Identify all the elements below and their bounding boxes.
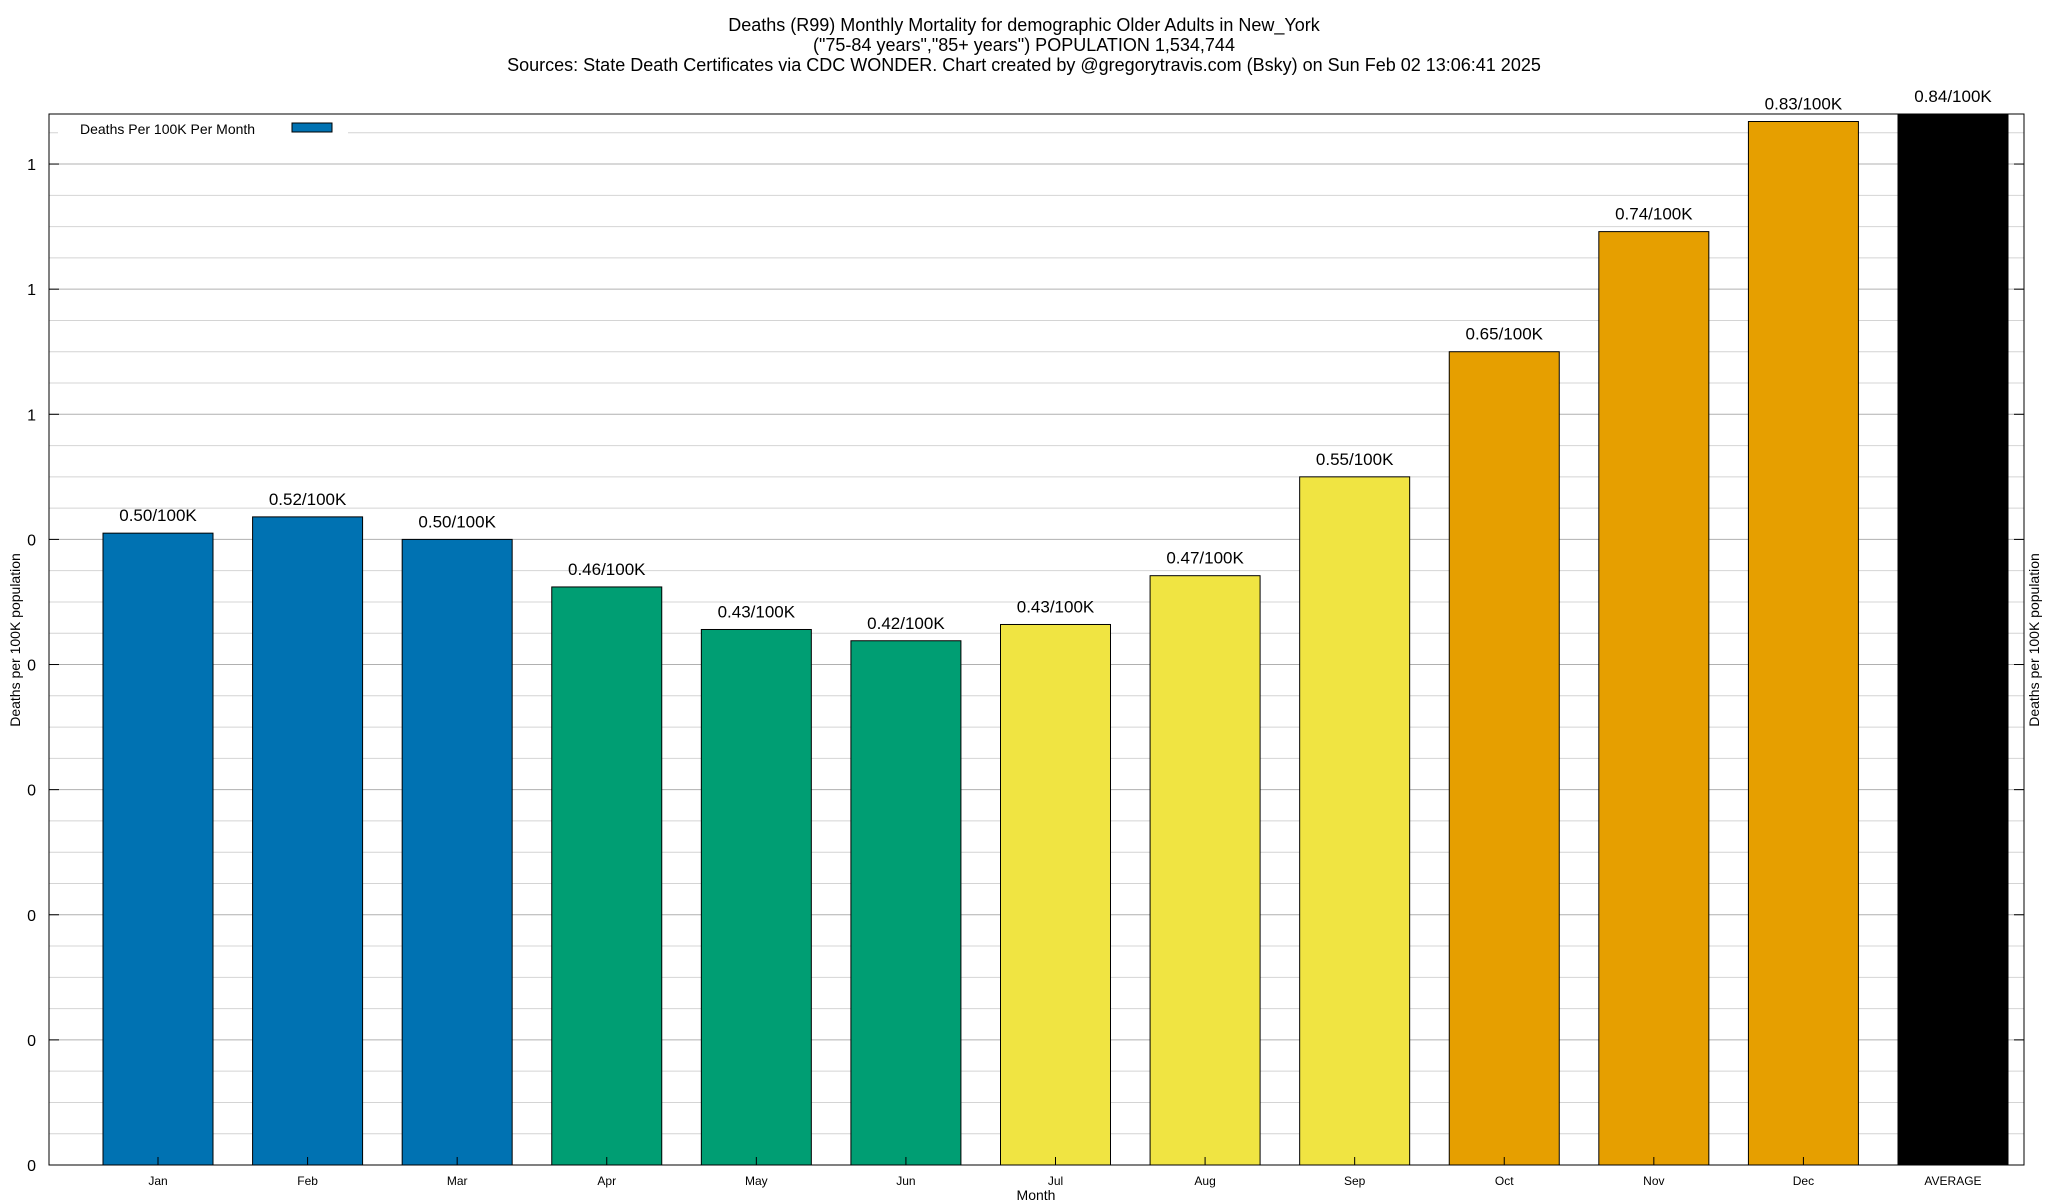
y-axis-ticks: 0 0 0 0 0 0 1 1 1 [27, 157, 2024, 1175]
x-tick-label-sep: Sep [1344, 1174, 1366, 1188]
x-tick-label-nov: Nov [1643, 1174, 1664, 1188]
y-tick-label: 1 [27, 157, 36, 174]
data-label-mar: 0.50/100K [418, 512, 496, 531]
x-tick-label-feb: Feb [297, 1174, 318, 1188]
bar-oct [1448, 351, 1560, 1166]
bar-nov [1598, 231, 1710, 1166]
x-tick-label-oct: Oct [1495, 1174, 1514, 1188]
bar-dec [1747, 121, 1859, 1166]
legend-swatch [291, 122, 333, 133]
bar-feb [252, 516, 364, 1166]
data-label-jun: 0.42/100K [867, 614, 945, 633]
y-tick-label: 0 [27, 783, 36, 800]
y-tick-label: 0 [27, 908, 36, 925]
bar-jan [102, 532, 214, 1166]
y-tick-label: 1 [27, 282, 36, 299]
bar-jul [1000, 623, 1111, 1166]
x-axis-ticks: Jan Feb Mar Apr May Jun Jul Aug Sep Oct Nov Dec AVER… [148, 1157, 1982, 1188]
y-tick-label: 0 [27, 532, 36, 549]
chart-title-line-1: Deaths (R99) Monthly Mortality for demog… [728, 15, 1321, 36]
y-tick-label: 1 [27, 407, 36, 424]
y-tick-label: 0 [27, 658, 36, 675]
legend: Deaths Per 100K Per Month [58, 117, 348, 145]
chart-title: Deaths (R99) Monthly Mortality for demog… [507, 15, 1541, 75]
data-labels: 0.50/100K 0.52/100K 0.50/100K 0.46/100K 0.43… [119, 87, 1992, 633]
x-tick-label-mar: Mar [447, 1174, 468, 1188]
chart-title-line-3: Sources: State Death Certificates via CD… [507, 55, 1541, 75]
x-tick-label-jan: Jan [148, 1174, 167, 1188]
y-axis-title-left: Deaths per 100K population [7, 553, 23, 727]
data-label-feb: 0.52/100K [269, 490, 347, 509]
bars [102, 113, 2009, 1166]
data-label-nov: 0.74/100K [1615, 205, 1693, 224]
x-tick-label-aug: Aug [1194, 1174, 1215, 1188]
x-tick-label-average: AVERAGE [1924, 1174, 1981, 1188]
data-label-oct: 0.65/100K [1465, 325, 1543, 344]
data-label-sep: 0.55/100K [1316, 450, 1394, 469]
bar-apr [551, 586, 663, 1166]
data-label-dec: 0.83/100K [1765, 95, 1843, 114]
x-tick-label-dec: Dec [1793, 1174, 1814, 1188]
data-label-may: 0.43/100K [718, 602, 796, 621]
data-label-apr: 0.46/100K [568, 560, 646, 579]
plot-frame [48, 113, 2025, 1166]
bar-sep [1299, 476, 1411, 1166]
x-tick-label-may: May [745, 1174, 768, 1188]
plot-border [48, 113, 2025, 1166]
x-tick-label-apr: Apr [597, 1174, 616, 1188]
data-label-jan: 0.50/100K [119, 506, 197, 525]
data-label-jul: 0.43/100K [1017, 597, 1095, 616]
y-axis-title-right: Deaths per 100K population [2026, 553, 2042, 727]
chart-title-line-2: ("75-84 years","85+ years") POPULATION 1… [813, 35, 1235, 55]
bar-may [700, 628, 812, 1166]
y-tick-label: 0 [27, 1033, 36, 1050]
legend-label: Deaths Per 100K Per Month [80, 121, 255, 137]
data-label-average: 0.84/100K [1914, 87, 1992, 106]
bar-aug [1149, 575, 1261, 1166]
x-tick-label-jul: Jul [1048, 1174, 1063, 1188]
y-tick-label: 0 [27, 1158, 36, 1175]
bar-mar [401, 538, 513, 1166]
x-axis-title: Month [1017, 1187, 1056, 1200]
bar-average [1897, 113, 2009, 1166]
bar-jun [850, 640, 962, 1166]
data-label-aug: 0.47/100K [1166, 549, 1244, 568]
x-tick-label-jun: Jun [896, 1174, 915, 1188]
